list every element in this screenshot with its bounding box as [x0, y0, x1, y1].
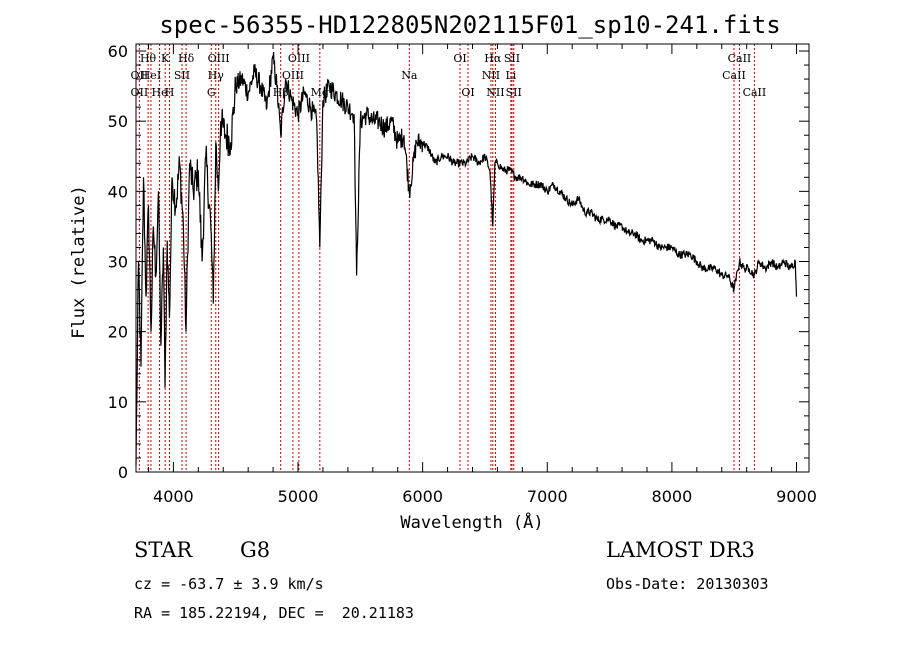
spectral-line-label: OI [453, 52, 466, 65]
observation-date: Obs-Date: 20130303 [606, 575, 769, 593]
y-axis-ticks: 0 10 20 30 40 50 60 [108, 42, 809, 482]
y-tick-label: 50 [108, 112, 128, 131]
spectral-line-label: K [161, 52, 170, 65]
spectral-line-label: Hγ [208, 69, 225, 82]
spectral-line-label: SII [174, 69, 190, 82]
spectral-line-label: SII [506, 86, 522, 99]
spectral-line-label: OII [131, 86, 149, 99]
x-axis-label: Wavelength (Å) [400, 511, 543, 533]
spectral-line-label: OIII [282, 69, 304, 82]
spectral-line-label: CaII [722, 69, 746, 82]
x-axis-ticks: 4000 5000 6000 7000 8000 9000 [147, 44, 817, 506]
spectral-line-label: NII [486, 86, 504, 99]
spectral-line-label: OIII [288, 52, 310, 65]
spectral-line-label: SII [504, 52, 520, 65]
spectrum-line [135, 51, 798, 466]
spectral-line-markers [138, 44, 755, 472]
y-tick-label: 0 [118, 463, 128, 482]
spectral-line-label: HeI [141, 69, 161, 82]
object-class: STAR [134, 538, 193, 562]
spectral-line-label: G [207, 86, 216, 99]
spectral-line-label: CaII [743, 86, 767, 99]
object-subclass: G8 [240, 538, 271, 562]
spectral-line-label: H [165, 86, 175, 99]
spectral-line-label: Hα [484, 52, 502, 65]
spectral-line-label: OIII [208, 52, 230, 65]
x-tick-label: 7000 [527, 487, 568, 506]
chart-title: spec-56355-HD122805N202115F01_sp10-241.f… [159, 11, 780, 39]
survey-name: LAMOST DR3 [606, 538, 755, 562]
y-tick-label: 40 [108, 182, 128, 201]
spectral-line-label: CaII [728, 52, 752, 65]
y-tick-label: 10 [108, 393, 128, 412]
x-tick-label: 5000 [278, 487, 319, 506]
y-tick-label: 60 [108, 42, 128, 61]
spectral-line-label: Li [505, 69, 516, 82]
plot-frame [135, 43, 810, 473]
coordinates: RA = 185.22194, DEC = 20.21183 [134, 604, 414, 622]
y-tick-label: 20 [108, 323, 128, 342]
redshift-velocity: cz = -63.7 ± 3.9 km/s [134, 575, 324, 593]
spectral-line-label: NII [482, 69, 500, 82]
x-tick-label: 4000 [153, 487, 194, 506]
x-tick-label: 8000 [652, 487, 693, 506]
spectral-line-label: OII [131, 69, 149, 82]
spectral-line-label: Hδ [178, 52, 195, 65]
spectral-line-label: He [152, 86, 168, 99]
spectral-line-label: Na [401, 69, 418, 82]
x-tick-label: 9000 [776, 487, 817, 506]
spectral-line-label: OI [461, 86, 474, 99]
x-tick-label: 6000 [402, 487, 443, 506]
y-axis-label: Flux (relative) [69, 185, 89, 339]
y-tick-label: 30 [108, 253, 128, 272]
spectral-line-label: Hθ [140, 52, 157, 65]
